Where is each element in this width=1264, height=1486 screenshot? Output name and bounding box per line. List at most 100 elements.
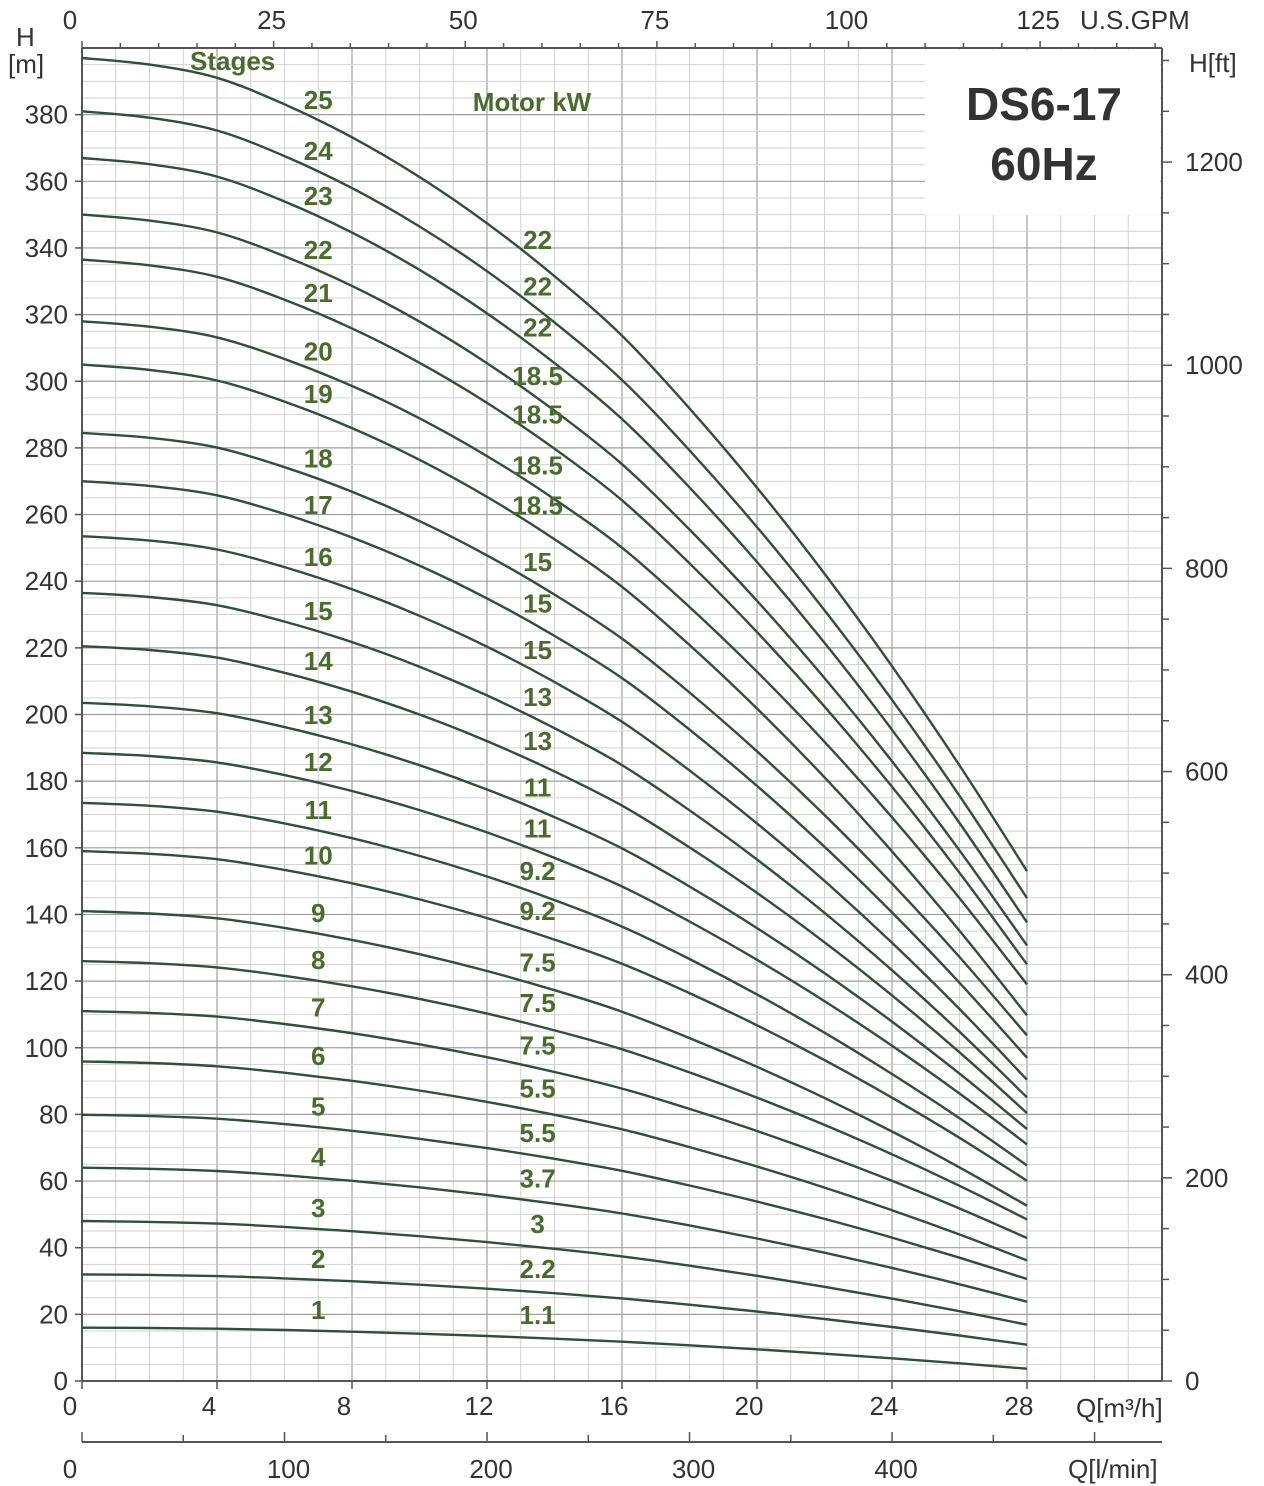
y2-tick-label: 400	[1185, 960, 1228, 990]
x-tick-label: 20	[735, 1391, 764, 1421]
y-tick-label: 220	[25, 633, 68, 663]
lmin-tick-label: 300	[672, 1454, 715, 1484]
curve-stages-12	[81, 751, 1028, 1146]
motor-kw-header: Motor kW	[473, 87, 592, 117]
lmin-tick-label: 200	[469, 1454, 512, 1484]
y-tick-label: 240	[25, 566, 68, 596]
motor-kw-label: 13	[523, 682, 552, 712]
y-tick-label: 300	[25, 366, 68, 396]
y-tick-label: 280	[25, 433, 68, 463]
motor-kw-label: 5.5	[520, 1118, 556, 1148]
y-axis-unit-m: [m]	[8, 49, 44, 79]
x-axis-label-m3h: Q[m³/h]	[1076, 1393, 1163, 1423]
curve-stages-18	[81, 431, 1028, 1037]
stage-labels: 1234567891011121314151617181920212223242…	[304, 85, 333, 1325]
stages-header: Stages	[190, 46, 275, 76]
curve-stages-10	[81, 849, 1028, 1182]
y-tick-label: 380	[25, 100, 68, 130]
tick-marks	[75, 41, 1172, 1442]
y2-tick-label: 800	[1185, 553, 1228, 583]
curve-stages-7	[81, 1009, 1028, 1240]
curve-stages-15	[81, 591, 1028, 1099]
y-tick-label: 120	[25, 966, 68, 996]
stage-label: 13	[304, 700, 333, 730]
y-tick-label: 80	[39, 1099, 68, 1129]
x-axis-label-gpm: U.S.GPM	[1080, 5, 1190, 35]
stage-label: 23	[304, 181, 333, 211]
gpm-tick-label: 50	[449, 5, 478, 35]
curve-stages-24	[81, 110, 1029, 899]
stage-label: 7	[311, 993, 325, 1023]
stage-label: 9	[311, 898, 325, 928]
stage-label: 24	[304, 136, 333, 166]
stage-label: 14	[304, 646, 333, 676]
motor-kw-label: 5.5	[520, 1074, 556, 1104]
y2-tick-label: 1200	[1185, 147, 1243, 177]
curve-stages-25	[81, 56, 1029, 872]
x-tick-label: 24	[870, 1391, 899, 1421]
curve-stages-9	[81, 909, 1028, 1207]
y-tick-label: 360	[25, 166, 68, 196]
chart-title: DS6-17	[966, 78, 1122, 130]
y-tick-label: 340	[25, 233, 68, 263]
y-tick-label: 140	[25, 899, 68, 929]
x-tick-label: 4	[202, 1391, 216, 1421]
y-tick-label: 100	[25, 1033, 68, 1063]
motor-kw-label: 3.7	[520, 1163, 556, 1193]
stage-label: 21	[304, 278, 333, 308]
stage-label: 25	[304, 85, 333, 115]
y2-tick-label: 1000	[1185, 350, 1243, 380]
motor-kw-label: 7.5	[520, 988, 556, 1018]
motor-kw-label: 22	[523, 272, 552, 302]
chart-subtitle: 60Hz	[990, 138, 1097, 190]
stage-label: 5	[311, 1091, 325, 1121]
curve-stages-14	[81, 645, 1028, 1114]
motor-kw-label: 18.5	[512, 450, 563, 480]
x-tick-label: 12	[465, 1391, 494, 1421]
motor-kw-label: 22	[523, 225, 552, 255]
y-tick-label: 160	[25, 833, 68, 863]
curve-stages-8	[81, 959, 1028, 1221]
curve-stages-19	[81, 363, 1028, 1017]
gpm-tick-label: 100	[825, 5, 868, 35]
motor-kw-label: 3	[530, 1209, 544, 1239]
gpm-tick-label: 75	[640, 5, 669, 35]
curve-stages-11	[81, 801, 1028, 1167]
stage-label: 12	[304, 747, 333, 777]
curve-stages-21	[81, 258, 1028, 966]
stage-label: 16	[304, 542, 333, 572]
curve-series	[81, 56, 1029, 1370]
motor-kw-label: 15	[523, 589, 552, 619]
curve-stages-6	[81, 1060, 1028, 1262]
stage-label: 4	[311, 1142, 326, 1172]
motor-kw-label: 18.5	[512, 491, 563, 521]
y-tick-label: 0	[54, 1366, 68, 1396]
stage-label: 17	[304, 490, 333, 520]
stage-label: 22	[304, 235, 333, 265]
curve-stages-20	[81, 320, 1028, 986]
y-axis-label-h: H	[16, 22, 35, 52]
curve-stages-5	[81, 1113, 1028, 1281]
stage-label: 19	[304, 379, 333, 409]
motor-kw-label: 11	[524, 772, 552, 802]
stage-label: 11	[305, 795, 333, 825]
y-tick-label: 200	[25, 700, 68, 730]
motor-kw-label: 2.2	[520, 1254, 556, 1284]
motor-kw-label: 7.5	[520, 947, 556, 977]
curve-stages-17	[81, 480, 1028, 1059]
motor-kw-label: 11	[524, 814, 552, 844]
stage-label: 3	[311, 1193, 325, 1223]
y-tick-label: 60	[39, 1166, 68, 1196]
motor-kw-label: 7.5	[520, 1030, 556, 1060]
x-tick-label: 28	[1005, 1391, 1034, 1421]
stage-label: 8	[311, 945, 325, 975]
y2-tick-label: 600	[1185, 757, 1228, 787]
curve-stages-1	[81, 1326, 1028, 1370]
stage-label: 2	[311, 1244, 325, 1274]
curve-stages-16	[81, 535, 1028, 1081]
motor-kw-label: 18.5	[512, 361, 563, 391]
lmin-tick-label: 100	[267, 1454, 310, 1484]
curve-stages-23	[81, 156, 1028, 924]
stage-label: 1	[311, 1295, 325, 1325]
